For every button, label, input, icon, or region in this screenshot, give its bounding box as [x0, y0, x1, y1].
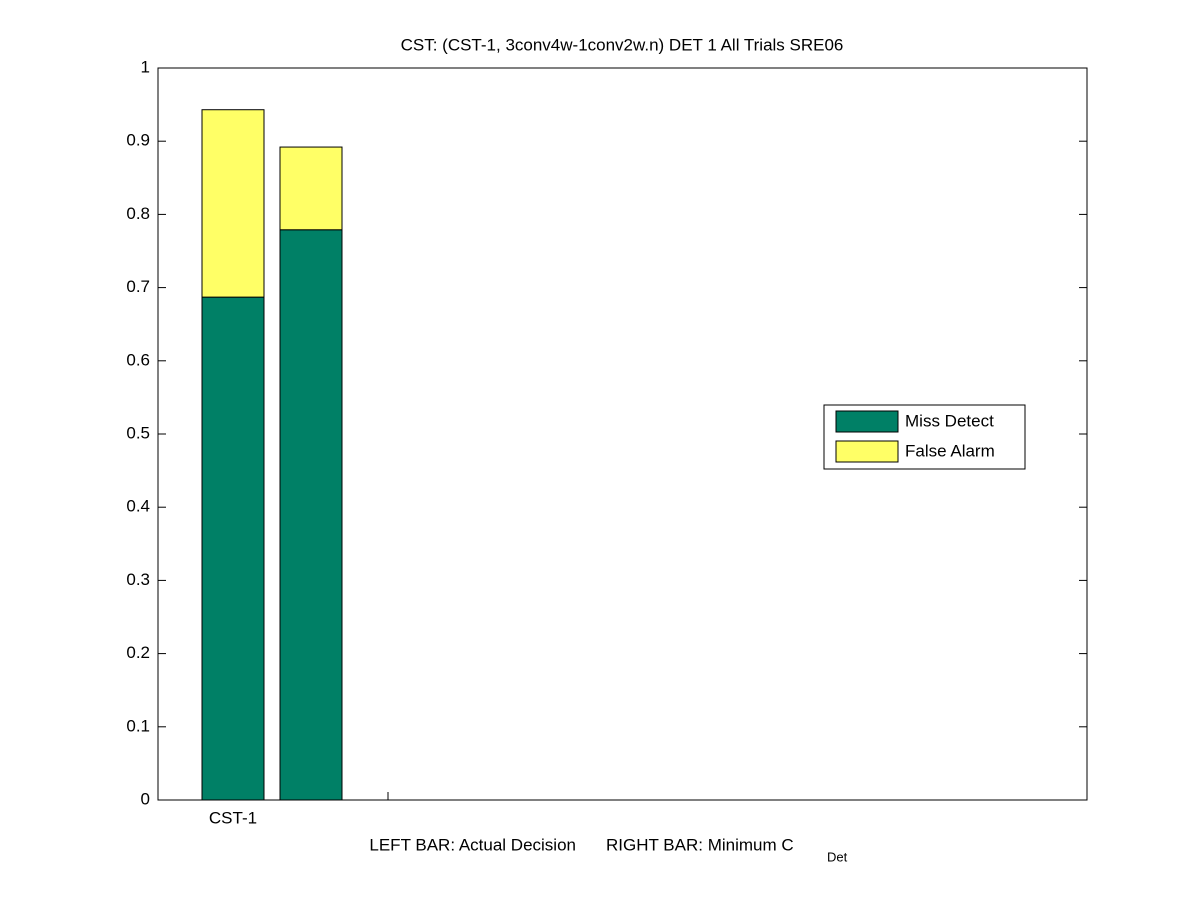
y-tick-label: 0.9 [126, 131, 150, 150]
y-tick-label: 0.1 [126, 716, 150, 735]
bar-segment [279, 229, 343, 801]
y-tick-label: 0 [141, 789, 150, 808]
x-tick-label: CST-1 [209, 808, 257, 827]
x-label-subscript: Det [827, 849, 848, 864]
y-tick-label: 0.2 [126, 643, 150, 662]
legend-label: False Alarm [905, 441, 995, 460]
legend-swatch [835, 440, 899, 463]
y-tick-label: 0.7 [126, 277, 150, 296]
bar-segment [201, 109, 265, 298]
chart-title: CST: (CST-1, 3conv4w-1conv2w.n) DET 1 Al… [401, 35, 844, 54]
y-tick-label: 0.8 [126, 204, 150, 223]
y-tick-label: 0.5 [126, 423, 150, 442]
y-tick-label: 1 [141, 57, 150, 76]
bar-segment [201, 296, 265, 801]
legend-label: Miss Detect [905, 411, 994, 430]
plot-frame [157, 67, 1088, 801]
x-label-left: LEFT BAR: Actual Decision [369, 835, 576, 854]
y-tick-label: 0.3 [126, 570, 150, 589]
x-label-right: RIGHT BAR: Minimum C [606, 835, 794, 854]
y-tick-label: 0.6 [126, 350, 150, 369]
y-tick-label: 0.4 [126, 497, 150, 516]
bar-segment [279, 146, 343, 231]
legend-swatch [835, 410, 899, 433]
